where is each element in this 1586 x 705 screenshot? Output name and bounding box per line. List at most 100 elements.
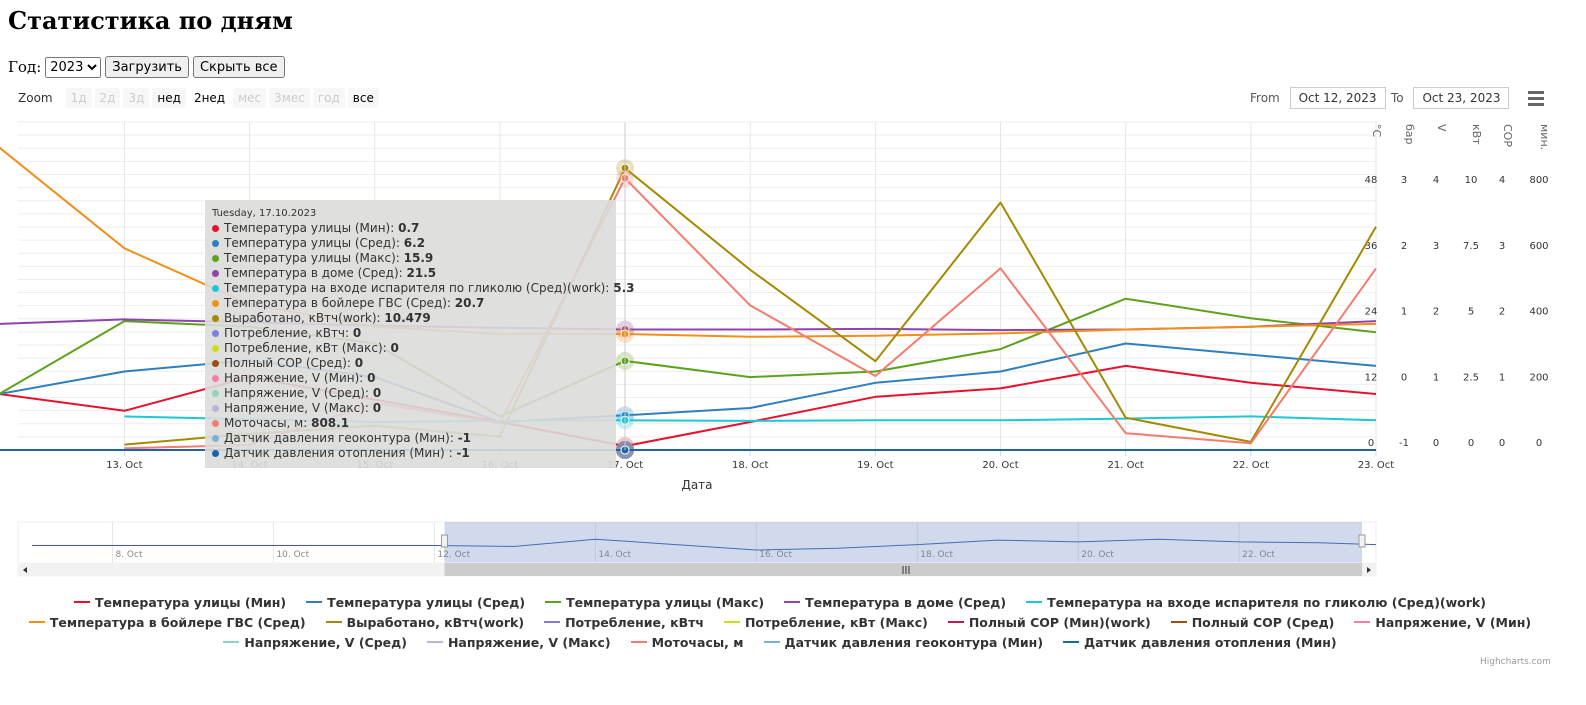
legend-label: Потребление, кВтч: [565, 614, 704, 630]
legend-item[interactable]: Температура улицы (Сред): [306, 595, 525, 610]
legend-item[interactable]: Потребление, кВт (Макс): [723, 614, 928, 630]
tooltip-series-dot: [212, 300, 219, 307]
hide-all-button[interactable]: Скрыть все: [192, 56, 285, 78]
tooltip-series-name: Температура улицы (Сред): [224, 236, 396, 250]
legend-line-icon: [28, 621, 45, 623]
legend-item[interactable]: Температура улицы (Макс): [545, 595, 764, 610]
tooltip-series-dot: [212, 270, 219, 277]
legend-item[interactable]: Полный COP (Сред): [1170, 615, 1334, 630]
legend-item[interactable]: Полный COP (Мин)(work): [947, 615, 1151, 630]
tooltip-series-name: Датчик давления отопления (Мин): [224, 446, 449, 460]
y-tick-label: 10: [1465, 175, 1478, 186]
legend-item[interactable]: Моточасы, м: [630, 635, 744, 650]
legend-item[interactable]: Температура в доме (Сред): [784, 595, 1006, 610]
legend-item[interactable]: Датчик давления отопления (Мин): [1063, 635, 1337, 650]
legend-item[interactable]: Температура в бойлере ГВС (Сред): [28, 615, 306, 630]
tooltip-series-value: 6.2: [403, 236, 426, 250]
tooltip-separator: :: [605, 281, 614, 295]
legend-label: Температура на входе испарителя по глико…: [1047, 594, 1486, 610]
legend-line-icon: [763, 641, 780, 643]
legend-label: Потребление, кВт (Макс): [744, 614, 928, 630]
navigator-area: [17, 521, 1377, 564]
legend-line-icon: [784, 601, 801, 603]
range-to-input[interactable]: Oct 23, 2023: [1413, 87, 1510, 109]
y-tick-label: 48: [1365, 175, 1378, 186]
scroll-right-arrow-icon: [1367, 567, 1371, 573]
tooltip-series-value: 0.7: [398, 221, 420, 235]
tooltip-row: Датчик давления отопления (Мин) : -1: [212, 446, 609, 461]
y-tick-label: 1: [1499, 372, 1505, 383]
legend-label: Выработано, кВтч(work): [346, 614, 525, 630]
tooltip-series-value: 808.1: [311, 416, 350, 430]
navigator-tick-label: 10. Oct: [276, 550, 309, 560]
y-tick-label: 36: [1365, 241, 1378, 252]
zoom-3months-button[interactable]: 3мес: [269, 88, 310, 108]
zoom-week-button[interactable]: нед: [152, 88, 186, 108]
legend-item[interactable]: Потребление, кВтч: [544, 615, 704, 630]
y-tick-label: 5: [1468, 307, 1474, 318]
zoom-selector: Zoom 1д 2д 3д нед 2нед мес 3мес год все: [18, 88, 379, 108]
tooltip-series-dot: [212, 330, 219, 337]
legend-item[interactable]: Напряжение, V (Сред): [223, 635, 407, 650]
tooltip-row: Выработано, кВтч(work): 10.479: [212, 311, 609, 326]
legend-label: Датчик давления геоконтура (Мин): [784, 634, 1044, 650]
legend-item[interactable]: Датчик давления геоконтура (Мин): [763, 634, 1044, 650]
legend-line-icon: [74, 601, 91, 603]
zoom-all-button[interactable]: все: [347, 88, 379, 108]
year-select[interactable]: 2023: [45, 56, 102, 78]
range-to: To Oct 23, 2023: [1391, 87, 1510, 109]
tooltip-row: Потребление, кВт (Макс): 0: [212, 341, 609, 356]
navigator-tick-label: 16. Oct: [759, 550, 792, 560]
tooltip-separator: :: [390, 221, 399, 235]
y-tick-label: 0: [1401, 372, 1407, 383]
legend-line-icon: [223, 641, 240, 643]
tooltip-separator: :: [382, 341, 391, 355]
legend-item[interactable]: Температура улицы (Мин): [74, 595, 286, 610]
zoom-1d-button[interactable]: 1д: [65, 88, 92, 108]
tooltip-series-dot: [212, 420, 219, 427]
y-tick-label: 3: [1433, 241, 1439, 252]
legend-line-icon: [947, 621, 964, 623]
zoom-2d-button[interactable]: 2д: [94, 88, 121, 108]
credits-link[interactable]: Highcharts.com: [1480, 657, 1551, 667]
legend-item[interactable]: Выработано, кВтч(work): [325, 614, 525, 630]
navigator-tick-label: 22. Oct: [1242, 550, 1275, 560]
legend-label: Напряжение, V (Макс): [447, 634, 611, 650]
legend-item[interactable]: Температура на входе испарителя по глико…: [1026, 595, 1486, 610]
load-button[interactable]: Загрузить: [105, 56, 189, 78]
y-tick-label: 2: [1433, 307, 1439, 318]
tooltip-series-dot: [212, 405, 219, 412]
zoom-3d-button[interactable]: 3д: [123, 88, 150, 108]
tooltip-series-dot: [212, 360, 219, 367]
tooltip-row: Температура в бойлере ГВС (Сред): 20.7: [212, 296, 609, 311]
year-label: Год:: [8, 58, 42, 76]
controls-bar: Год: 2023 Загрузить Скрыть все: [8, 56, 285, 78]
legend-line-icon: [306, 601, 323, 603]
x-tick-label: 23. Oct: [1358, 460, 1394, 471]
y-axis-title: COP: [1501, 124, 1514, 147]
zoom-month-button[interactable]: мес: [233, 88, 267, 108]
x-axis-title: Дата: [681, 478, 712, 492]
tooltip-separator: :: [364, 401, 373, 415]
legend-label: Датчик давления отопления (Мин): [1084, 634, 1337, 650]
tooltip-series-name: Напряжение, V (Сред): [224, 386, 365, 400]
tooltip-series-value: 21.5: [406, 266, 437, 280]
legend-item[interactable]: Напряжение, V (Макс): [426, 634, 611, 650]
chart-menu-icon[interactable]: [1528, 91, 1544, 109]
y-tick-label: 0: [1368, 438, 1374, 449]
tooltip-series-value: 20.7: [454, 296, 485, 310]
legend-item[interactable]: Напряжение, V (Мин): [1354, 615, 1531, 630]
y-tick-label: 0: [1468, 438, 1474, 449]
tooltip-row: Температура на входе испарителя по глико…: [212, 281, 634, 296]
zoom-2weeks-button[interactable]: 2нед: [188, 88, 231, 108]
range-from-input[interactable]: Oct 12, 2023: [1289, 87, 1386, 109]
zoom-year-button[interactable]: год: [312, 88, 345, 108]
tooltip-series-name: Моточасы, м: [224, 416, 304, 430]
tooltip-separator: :: [303, 416, 312, 430]
tooltip-series-dot: [212, 375, 219, 382]
tooltip-series-value: 0: [352, 326, 362, 340]
navigator-series: [32, 538, 1377, 551]
x-tick-label: 17. Oct: [607, 460, 643, 471]
y-tick-label: 3: [1401, 175, 1407, 186]
y-tick-label: 2: [1401, 241, 1407, 252]
